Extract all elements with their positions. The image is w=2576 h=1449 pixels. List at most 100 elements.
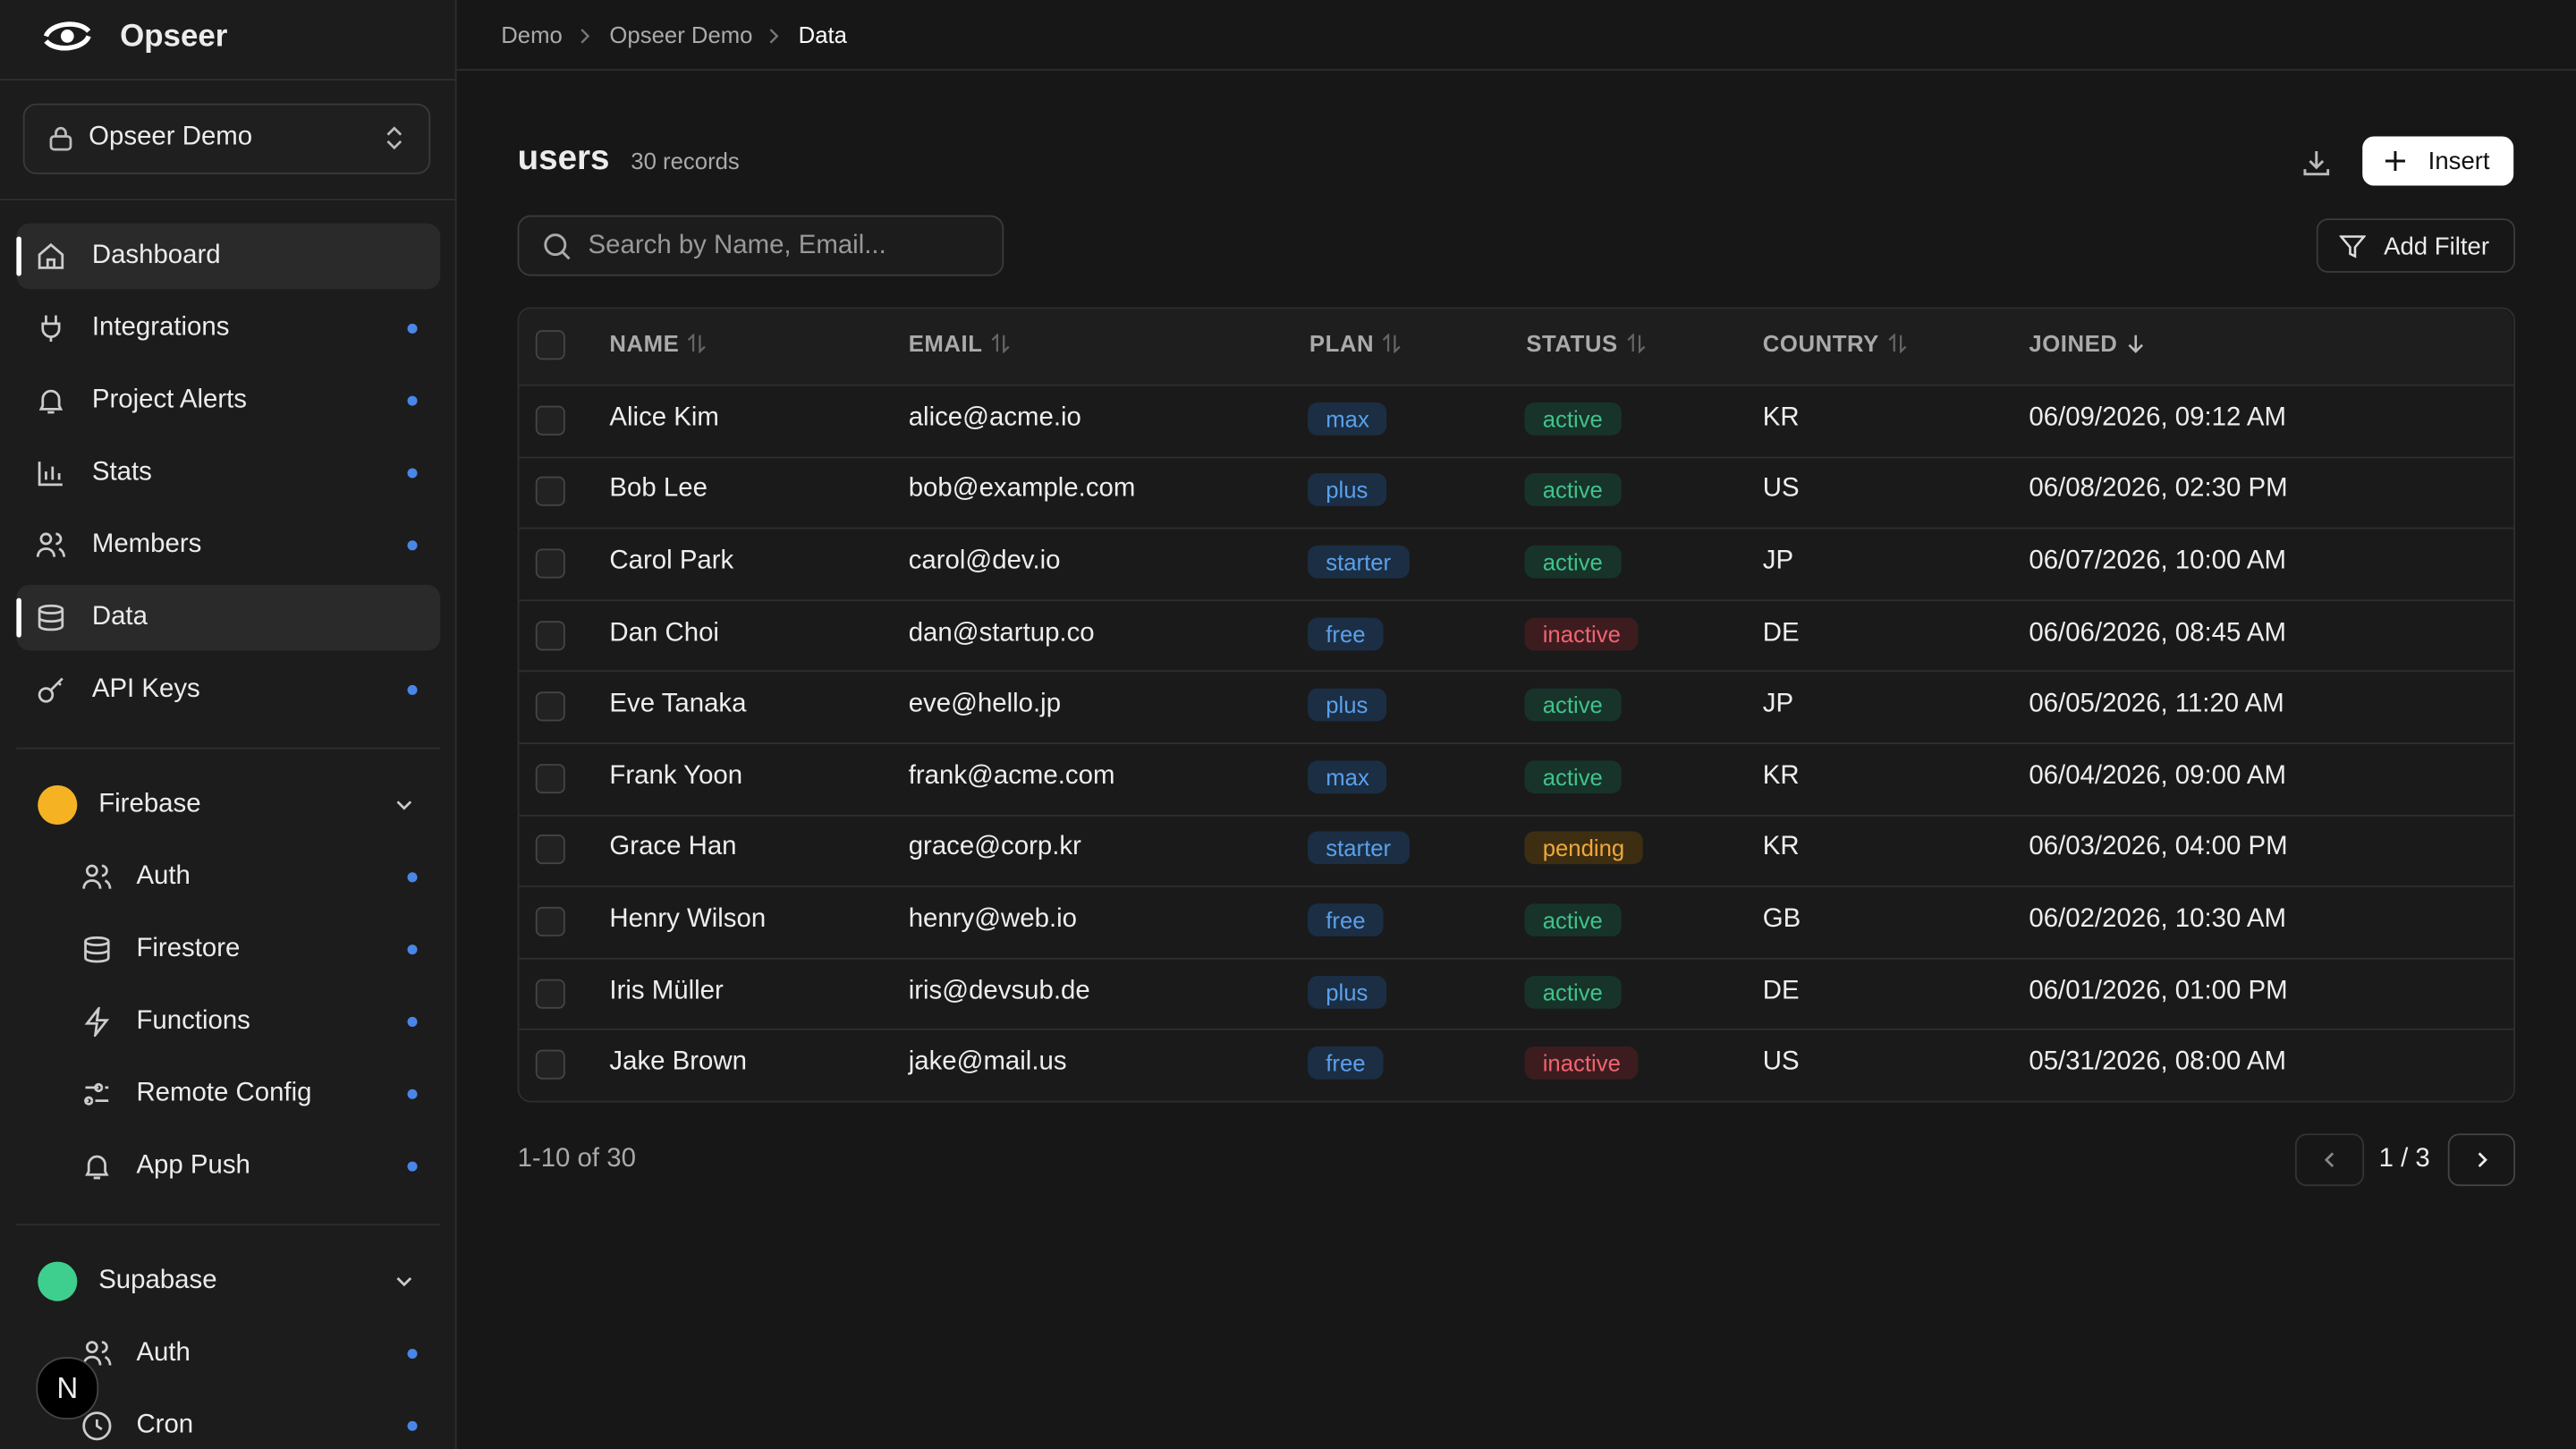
row-checkbox[interactable]	[535, 906, 565, 936]
avatar[interactable]: N	[36, 1357, 99, 1419]
nav-item[interactable]: Dashboard	[16, 223, 441, 290]
filter-button[interactable]: Add Filter	[2316, 218, 2516, 273]
row-checkbox[interactable]	[535, 691, 565, 722]
table-name: users	[517, 140, 610, 178]
sort-icon	[1383, 333, 1402, 353]
nav-item[interactable]: App Push	[16, 1133, 440, 1199]
column-header[interactable]: JOINED	[2029, 330, 2145, 357]
row-checkbox[interactable]	[535, 405, 565, 436]
project-name: Opseer Demo	[89, 123, 253, 151]
status-dot	[407, 540, 418, 551]
cell: alice@acme.io	[908, 403, 1081, 432]
chevron-down	[396, 801, 412, 810]
row-divider	[519, 527, 2514, 530]
cell: KR	[1762, 403, 1800, 432]
icon	[84, 1006, 110, 1037]
row-divider	[519, 1029, 2514, 1031]
cell: eve@hello.jp	[908, 690, 1062, 718]
group-title: Firebase	[98, 790, 201, 818]
column-header[interactable]: PLAN	[1309, 330, 1402, 357]
sort-icon	[688, 333, 707, 353]
nav-item[interactable]: API Keys	[16, 657, 440, 723]
plan-badge: free	[1308, 1046, 1384, 1080]
breadcrumb-item[interactable]: Demo	[501, 21, 563, 48]
select-all-checkbox[interactable]	[535, 330, 565, 360]
column-header[interactable]: NAME	[609, 330, 707, 357]
search-icon	[544, 233, 571, 260]
cell: bob@example.com	[908, 475, 1136, 504]
download-button[interactable]	[2300, 146, 2333, 179]
group-header[interactable]: Firebase	[16, 772, 440, 837]
project-selector[interactable]: Opseer Demo	[22, 103, 431, 174]
nav-item[interactable]: Auth	[16, 1321, 440, 1386]
nav-item[interactable]: Remote Config	[16, 1062, 440, 1127]
search-placeholder: Search by Name, Email...	[588, 231, 886, 260]
plan-badge: plus	[1308, 473, 1386, 507]
insert-button[interactable]: Insert	[2362, 136, 2514, 186]
status-dot	[407, 1089, 418, 1099]
plan-badge: free	[1308, 616, 1384, 650]
row-checkbox[interactable]	[535, 835, 565, 865]
cell: 05/31/2026, 08:00 AM	[2029, 1048, 2286, 1077]
nav-item[interactable]: Integrations	[16, 296, 440, 361]
cell: 06/02/2026, 10:30 AM	[2029, 905, 2286, 934]
nav-item[interactable]: Cron	[16, 1394, 440, 1449]
row-checkbox[interactable]	[535, 978, 565, 1009]
cell: 06/01/2026, 01:00 PM	[2029, 977, 2288, 1005]
row-divider	[519, 671, 2514, 673]
status-dot	[407, 945, 418, 955]
group-header[interactable]: Supabase	[16, 1249, 440, 1314]
cell: 06/06/2026, 08:45 AM	[2029, 618, 2286, 647]
column-header[interactable]: EMAIL	[909, 330, 1011, 357]
nav-label: App Push	[136, 1151, 250, 1180]
chevrons	[386, 126, 402, 150]
column-header[interactable]: COUNTRY	[1763, 330, 1907, 357]
nav-label: API Keys	[91, 674, 200, 704]
cell: Frank Yoon	[609, 761, 743, 791]
row-divider	[519, 886, 2514, 888]
icon	[82, 1411, 112, 1441]
row-checkbox[interactable]	[535, 1050, 565, 1080]
breadcrumb-separator	[769, 29, 779, 44]
nav-item[interactable]: Project Alerts	[16, 368, 440, 433]
nav-item[interactable]: Members	[16, 513, 440, 578]
nav-item[interactable]: Firestore	[16, 917, 440, 982]
cell: DE	[1762, 618, 1800, 647]
next-page[interactable]	[2447, 1133, 2516, 1187]
cell: Jake Brown	[609, 1048, 747, 1077]
row-checkbox[interactable]	[535, 548, 565, 579]
row-divider	[519, 455, 2514, 458]
status-dot	[407, 323, 418, 334]
group-logo	[38, 1261, 78, 1301]
breadcrumb-separator	[580, 29, 590, 44]
icon	[41, 315, 61, 343]
cell: frank@acme.com	[908, 761, 1115, 791]
plan-badge: starter	[1308, 545, 1410, 579]
row-divider	[519, 384, 2514, 386]
chevron-down	[396, 1277, 412, 1287]
nav-item[interactable]: Functions	[16, 989, 440, 1055]
column-label: JOINED	[2029, 330, 2118, 357]
nav-label: Functions	[136, 1006, 250, 1036]
row-checkbox[interactable]	[535, 763, 565, 793]
sort-icon	[1626, 333, 1645, 353]
row-checkbox[interactable]	[535, 477, 565, 507]
cell: 06/05/2026, 11:20 AM	[2029, 690, 2284, 718]
icon	[38, 462, 63, 487]
row-checkbox[interactable]	[535, 620, 565, 650]
breadcrumb-item[interactable]: Opseer Demo	[609, 21, 753, 48]
search-input[interactable]: Search by Name, Email...	[517, 215, 1004, 276]
cell: iris@devsub.de	[908, 977, 1090, 1005]
nav-label: Project Alerts	[91, 386, 247, 414]
nav-item[interactable]: Data	[16, 584, 441, 651]
column-header[interactable]: STATUS	[1526, 330, 1646, 357]
nav-item[interactable]: Stats	[16, 440, 440, 505]
nav-label: Stats	[91, 458, 152, 487]
column-label: PLAN	[1309, 330, 1375, 357]
column-label: STATUS	[1526, 330, 1618, 357]
prev-page[interactable]	[2294, 1133, 2365, 1187]
plan-badge: free	[1308, 903, 1384, 936]
nav-item[interactable]: Auth	[16, 844, 440, 910]
